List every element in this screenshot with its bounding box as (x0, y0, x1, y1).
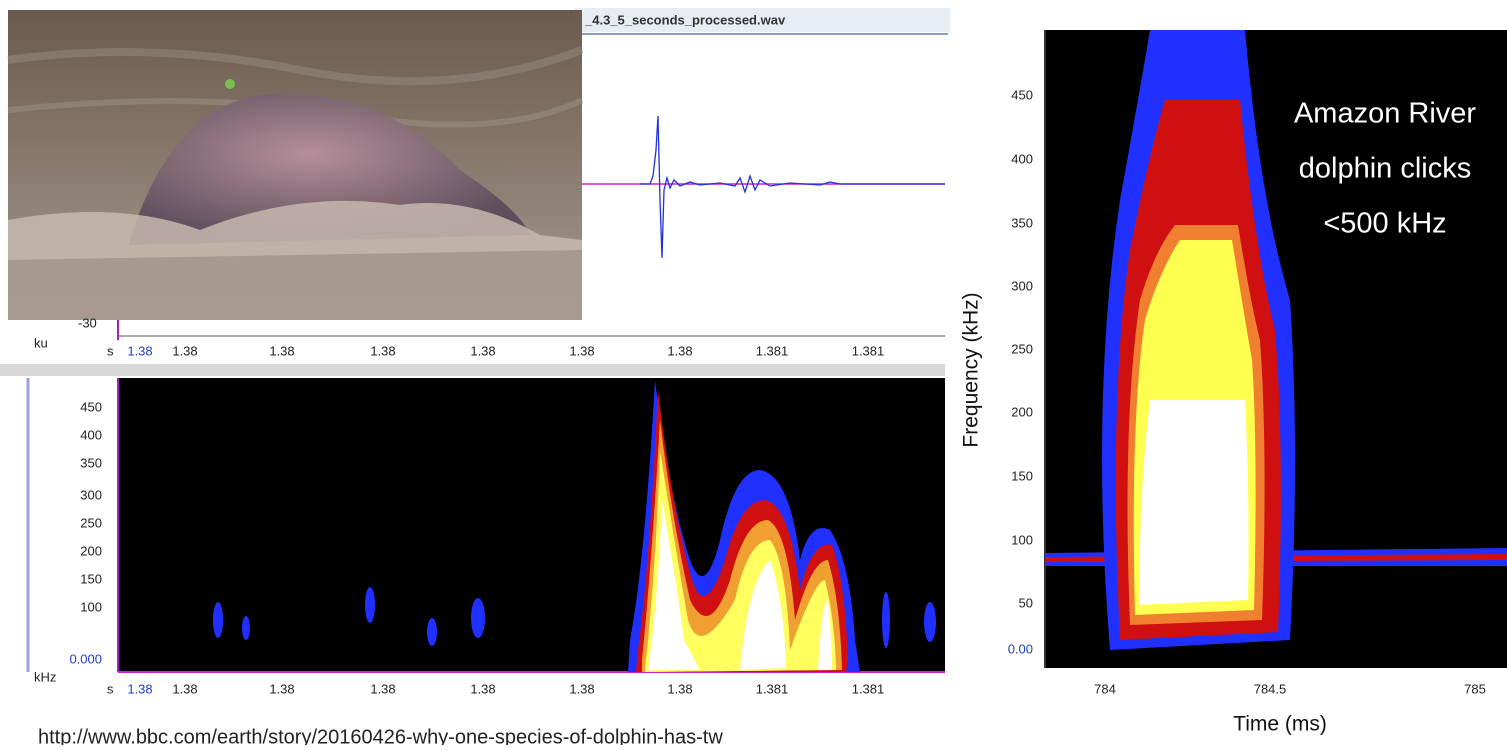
y-tick-label: 0.00 (1008, 641, 1033, 656)
x-tick-label: 1.38 (470, 681, 495, 696)
waveform-y-tick: -30 (78, 315, 97, 330)
x-axis-label: Time (ms) (1233, 713, 1327, 736)
x-tick-label: 1.38 (470, 343, 495, 358)
y-tick-label: 200 (80, 543, 102, 558)
waveform-y-unit: ku (34, 335, 48, 350)
left-y-unit: kHz (34, 669, 56, 684)
x-tick-label: 1.38 (667, 343, 692, 358)
y-tick-label: 250 (80, 515, 102, 530)
screenshot: _4.3_5_seconds_processed.wav (0, 0, 1507, 745)
spectrogram-left (0, 378, 945, 700)
waveform (640, 116, 945, 258)
file-title: _4.3_5_seconds_processed.wav (584, 12, 786, 27)
x-tick-label: 1.38 (172, 681, 197, 696)
y-tick-label: 0.000 (69, 651, 102, 666)
y-tick-label: 450 (1011, 87, 1033, 102)
y-tick-label: 150 (80, 571, 102, 586)
y-tick-label: 200 (1011, 404, 1033, 419)
x-tick-label: 1.38 (127, 343, 152, 358)
x-tick-label: 1.381 (756, 681, 789, 696)
y-tick-label: 150 (1011, 468, 1033, 483)
y-tick-label: 350 (80, 455, 102, 470)
y-tick-label: 100 (80, 599, 102, 614)
y-tick-label: 300 (1011, 278, 1033, 293)
y-tick-label: 250 (1011, 341, 1033, 356)
x-prefix: s (107, 343, 114, 358)
x-tick-label: 784.5 (1254, 681, 1287, 696)
y-tick-label: 300 (80, 487, 102, 502)
x-tick-label: 1.381 (852, 681, 885, 696)
x-tick-label: 1.38 (172, 343, 197, 358)
y-tick-label: 450 (80, 399, 102, 414)
y-tick-label: 100 (1011, 532, 1033, 547)
x-tick-label: 1.38 (370, 681, 395, 696)
spectrogram-right: Amazon River dolphin clicks <500 kHz Fre… (960, 30, 1507, 736)
x-tick-label: 784 (1094, 681, 1116, 696)
y-axis-label: Frequency (kHz) (960, 292, 983, 447)
x-tick-label: 1.38 (667, 681, 692, 696)
y-tick-label: 350 (1011, 215, 1033, 230)
x-prefix: s (107, 681, 114, 696)
source-url: http://www.bbc.com/earth/story/20160426-… (38, 726, 723, 745)
annotation-line: <500 kHz (1323, 208, 1446, 240)
x-tick-label: 785 (1464, 681, 1486, 696)
x-tick-label: 1.381 (852, 343, 885, 358)
x-tick-label: 1.38 (269, 681, 294, 696)
annotation-line: Amazon River (1294, 98, 1476, 130)
x-tick-label: 1.38 (569, 343, 594, 358)
y-tick-label: 400 (80, 427, 102, 442)
x-tick-label: 1.38 (127, 681, 152, 696)
splitter (0, 364, 945, 376)
x-tick-label: 1.381 (756, 343, 789, 358)
x-tick-label: 1.38 (269, 343, 294, 358)
y-tick-label: 400 (1011, 151, 1033, 166)
annotation-line: dolphin clicks (1299, 153, 1471, 185)
y-tick-label: 50 (1019, 595, 1033, 610)
dolphin-photo (8, 10, 582, 320)
x-tick-label: 1.38 (569, 681, 594, 696)
x-tick-label: 1.38 (370, 343, 395, 358)
